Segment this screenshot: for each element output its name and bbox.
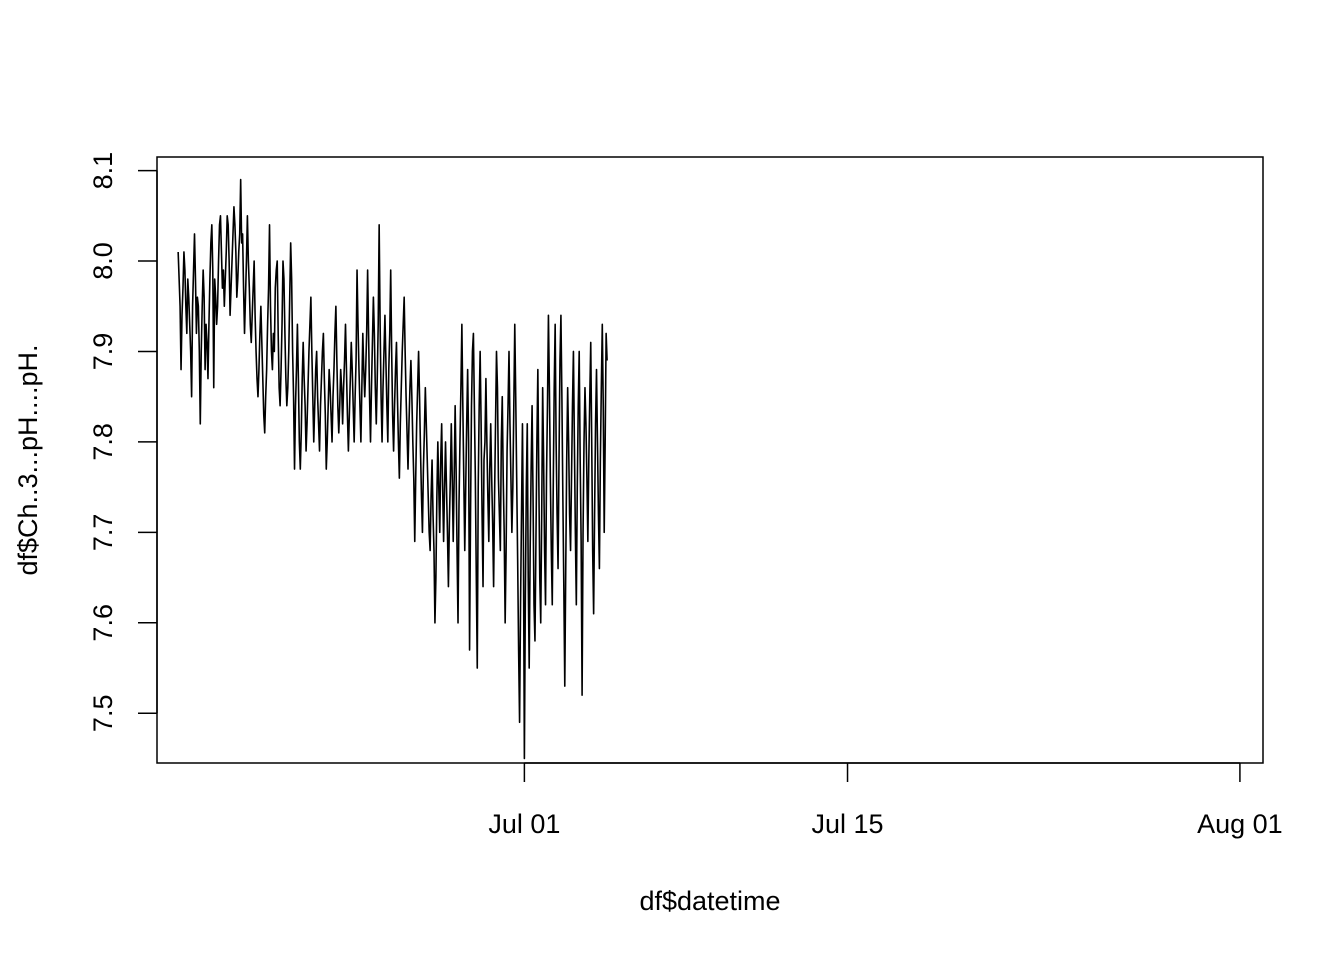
y-tick-label: 7.8	[88, 423, 118, 461]
y-tick-label: 7.7	[88, 514, 118, 552]
series-line-0	[177, 178, 608, 760]
x-tick-label: Jul 01	[488, 809, 560, 839]
y-tick-label: 8.0	[88, 242, 118, 280]
y-tick-label: 7.5	[88, 695, 118, 733]
y-tick-label: 7.9	[88, 333, 118, 371]
x-tick-label: Jul 15	[811, 809, 883, 839]
series-layer	[177, 178, 608, 760]
y-axis: 7.5 7.6 7.7 7.8 7.9 8.0 8.1	[88, 152, 158, 733]
x-axis-title: df$datetime	[639, 886, 780, 916]
y-axis-title: df$Ch..3...pH....pH.	[13, 344, 43, 575]
y-tick-label: 8.1	[88, 152, 118, 190]
x-axis: Jul 01 Jul 15 Aug 01	[488, 762, 1283, 839]
x-tick-label: Aug 01	[1197, 809, 1283, 839]
y-tick-label: 7.6	[88, 604, 118, 642]
